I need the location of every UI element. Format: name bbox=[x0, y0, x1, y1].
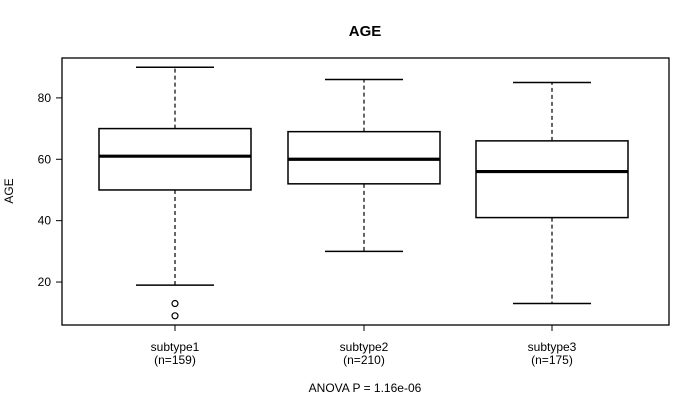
category-sublabel: (n=159) bbox=[154, 353, 196, 367]
category-sublabel: (n=210) bbox=[343, 353, 385, 367]
y-tick-label: 40 bbox=[38, 214, 52, 228]
y-tick-label: 60 bbox=[38, 152, 52, 166]
category-label: subtype2 bbox=[340, 340, 389, 354]
category-label: subtype1 bbox=[151, 340, 200, 354]
chart-layer: 20 40 60 80 subtype1(n=159) subtype2(n=210) su… bbox=[38, 57, 670, 367]
category-label: subtype3 bbox=[528, 340, 577, 354]
plot-frame bbox=[61, 57, 670, 326]
iqr-box-subtype3 bbox=[475, 140, 629, 219]
y-tick-label: 20 bbox=[38, 275, 52, 289]
iqr-box-subtype1 bbox=[98, 127, 252, 191]
y-axis-title: AGE bbox=[2, 178, 16, 203]
outlier-point bbox=[171, 312, 179, 320]
y-tick-label: 80 bbox=[38, 91, 52, 105]
category-sublabel: (n=175) bbox=[531, 353, 573, 367]
chart-title: AGE bbox=[349, 23, 382, 40]
outlier-point bbox=[171, 299, 179, 308]
anova-annotation: ANOVA P = 1.16e-06 bbox=[309, 381, 422, 395]
